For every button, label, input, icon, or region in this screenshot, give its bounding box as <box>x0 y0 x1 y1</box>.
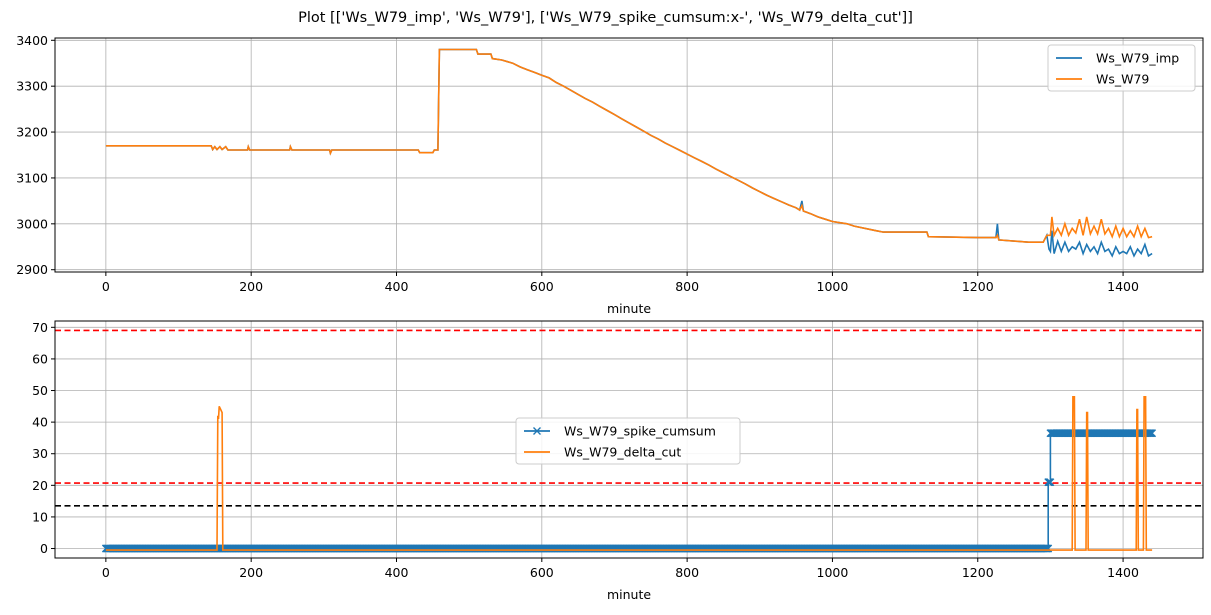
top-axes: 0 200 400 600 800 1000 1200 1400 2900 3000 3100 320… <box>16 33 1204 316</box>
y-tick-label: 10 <box>32 509 48 524</box>
y-tick-label: 3400 <box>16 33 48 48</box>
axes-frame <box>54 320 1204 559</box>
y-tick-label: 40 <box>32 415 48 430</box>
series-line-Ws_W79_imp <box>105 48 1153 258</box>
series-line-Ws_W79 <box>105 48 1153 243</box>
series-line-Ws_W79_delta_cut <box>105 396 1153 551</box>
x-tick-label: 600 <box>530 279 554 294</box>
legend-marker <box>533 427 541 435</box>
plot-area <box>105 48 1153 258</box>
legend: Ws_W79_spike_cumsum Ws_W79_delta_cut <box>515 417 741 465</box>
legend-label: Ws_W79_imp <box>1096 51 1179 66</box>
figure-title: Plot [['Ws_W79_imp', 'Ws_W79'], ['Ws_W79… <box>298 10 913 26</box>
axes-frame <box>54 37 1204 273</box>
y-tick-label: 3100 <box>16 170 48 185</box>
x-tick-label: 200 <box>239 565 263 580</box>
plot-area <box>55 329 1203 553</box>
x-marker <box>1148 429 1157 438</box>
y-tick-label: 0 <box>40 541 48 556</box>
y-tick-label: 60 <box>32 351 48 366</box>
x-tick-label: 0 <box>102 279 110 294</box>
x-marker <box>1046 478 1055 487</box>
legend-label: Ws_W79_delta_cut <box>564 445 681 460</box>
y-tick-label: 50 <box>32 383 48 398</box>
legend-box <box>515 417 741 465</box>
x-axis-label: minute <box>607 587 651 602</box>
x-tick-label: 400 <box>385 565 409 580</box>
y-tick-label: 2900 <box>16 262 48 277</box>
legend-label: Ws_W79 <box>1096 72 1149 87</box>
y-tick-label: 3200 <box>16 125 48 140</box>
y-tick-label: 3300 <box>16 79 48 94</box>
x-tick-label: 600 <box>530 565 554 580</box>
x-tick-label: 800 <box>675 279 699 294</box>
y-tick-label: 70 <box>32 320 48 335</box>
legend: Ws_W79_imp Ws_W79 <box>1047 44 1196 92</box>
x-tick-label: 1400 <box>1107 565 1139 580</box>
y-tick-label: 20 <box>32 478 48 493</box>
x-tick-label: 0 <box>102 565 110 580</box>
bottom-axes: 0 200 400 600 800 1000 1200 1400 0 10 20 30 40 50 60 70… <box>32 320 1204 602</box>
x-tick-label: 400 <box>385 279 409 294</box>
x-tick-label: 1400 <box>1107 279 1139 294</box>
x-axis-label: minute <box>607 301 651 316</box>
x-tick-label: 200 <box>239 279 263 294</box>
y-tick-label: 3000 <box>16 216 48 231</box>
x-tick-label: 1200 <box>962 565 994 580</box>
y-tick-label: 30 <box>32 446 48 461</box>
legend-label: Ws_W79_spike_cumsum <box>564 424 716 439</box>
x-tick-label: 1200 <box>962 279 994 294</box>
x-tick-label: 800 <box>675 565 699 580</box>
legend-box <box>1047 44 1196 92</box>
x-tick-label: 1000 <box>817 565 849 580</box>
x-tick-label: 1000 <box>817 279 849 294</box>
